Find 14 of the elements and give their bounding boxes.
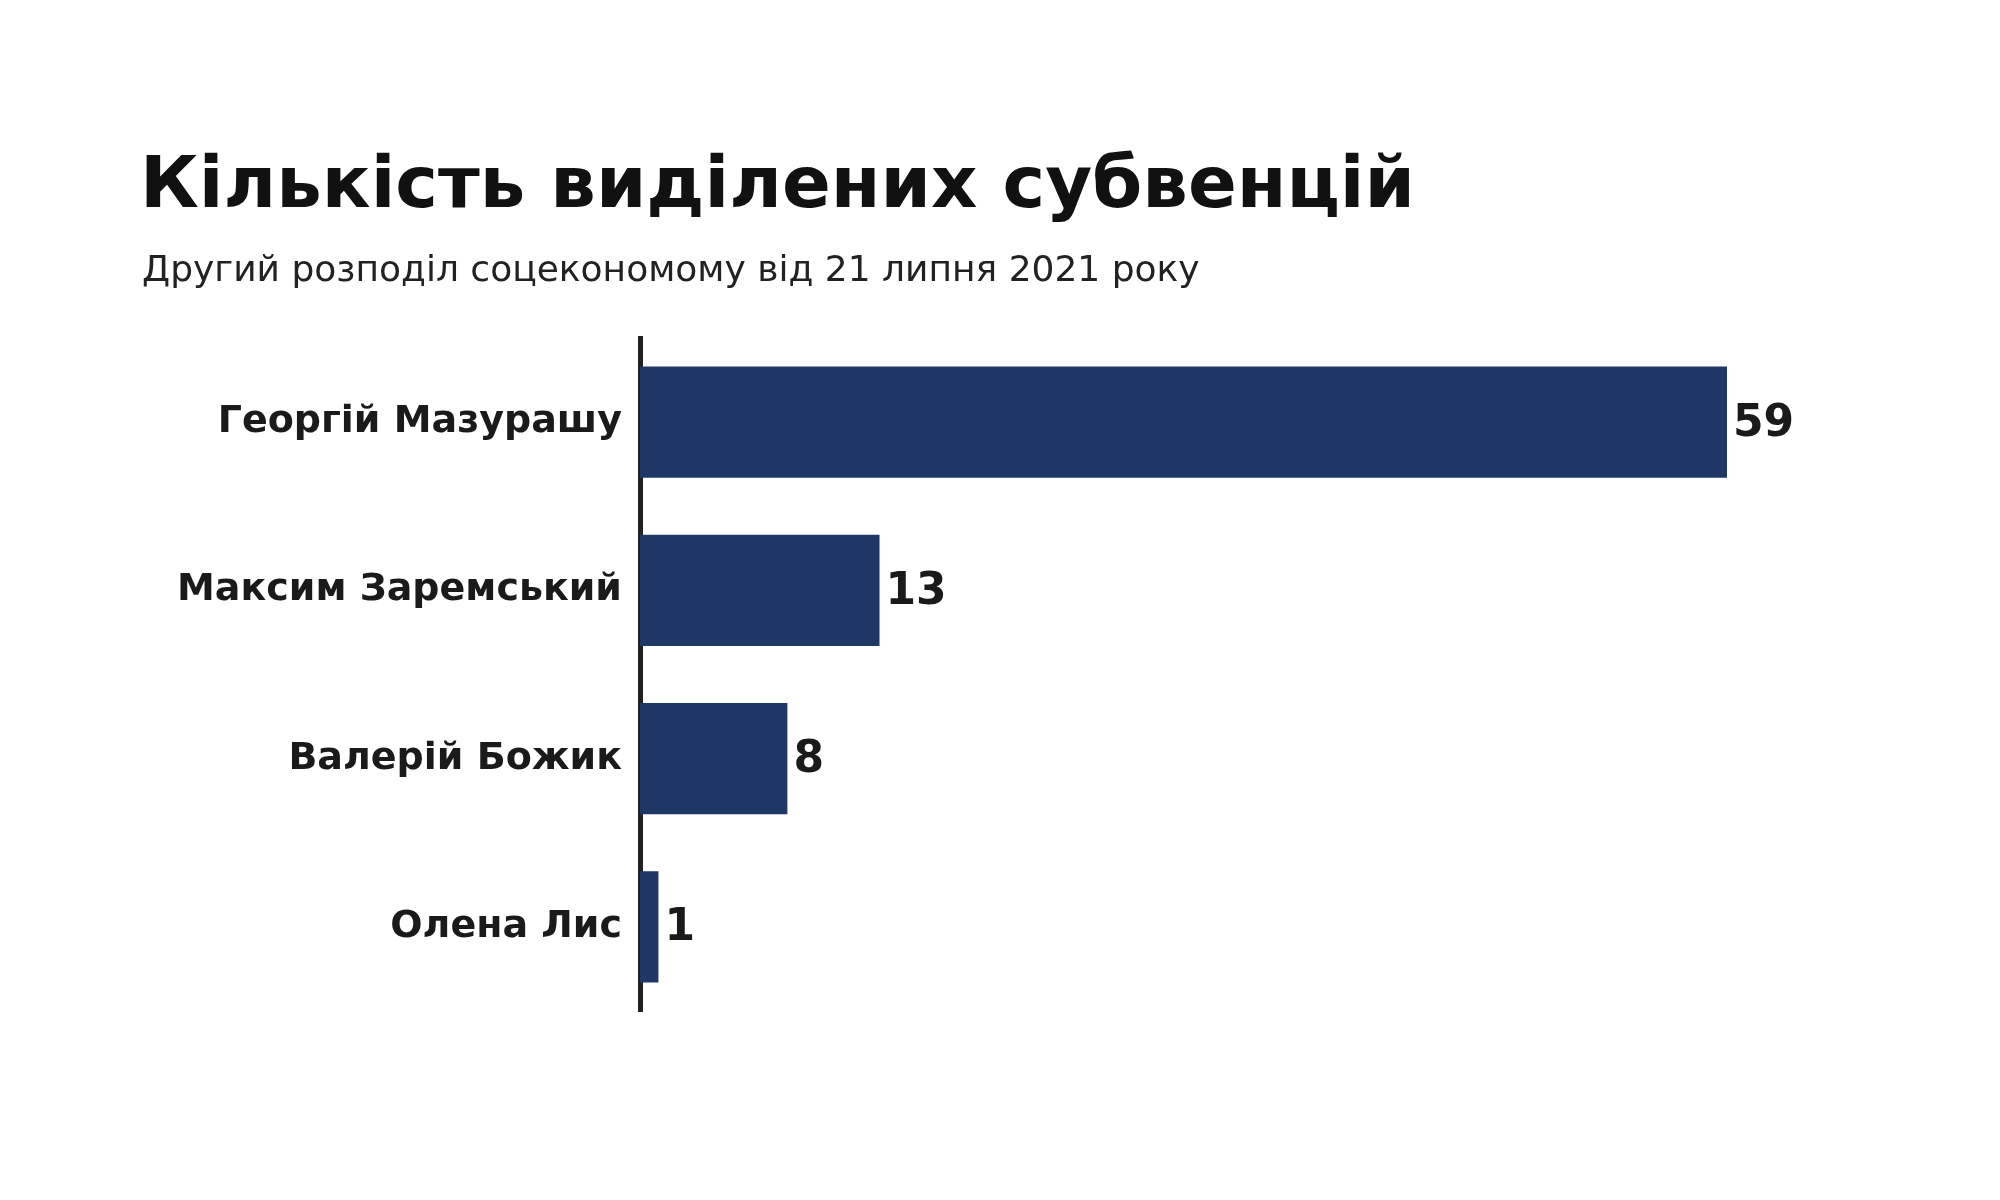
bar	[640, 871, 659, 983]
chart-subtitle: Другий розподіл соцекономому від 21 липня 2021 року	[142, 248, 1200, 289]
bar	[640, 703, 788, 815]
data-label: 59	[1733, 394, 1795, 446]
y-tick-label: Георгій Мазурашу	[217, 397, 623, 441]
y-tick-label: Олена Лис	[390, 901, 622, 946]
y-tick-label: Валерій Божик	[288, 733, 623, 778]
y-tick-label: Максим Заремський	[177, 565, 622, 610]
data-label: 8	[793, 731, 825, 783]
bar	[640, 366, 1727, 478]
data-label: 13	[885, 562, 947, 614]
chart-title: Кількість виділених субвенцій	[140, 140, 1415, 224]
data-label: 1	[664, 899, 696, 951]
bar	[640, 534, 880, 646]
